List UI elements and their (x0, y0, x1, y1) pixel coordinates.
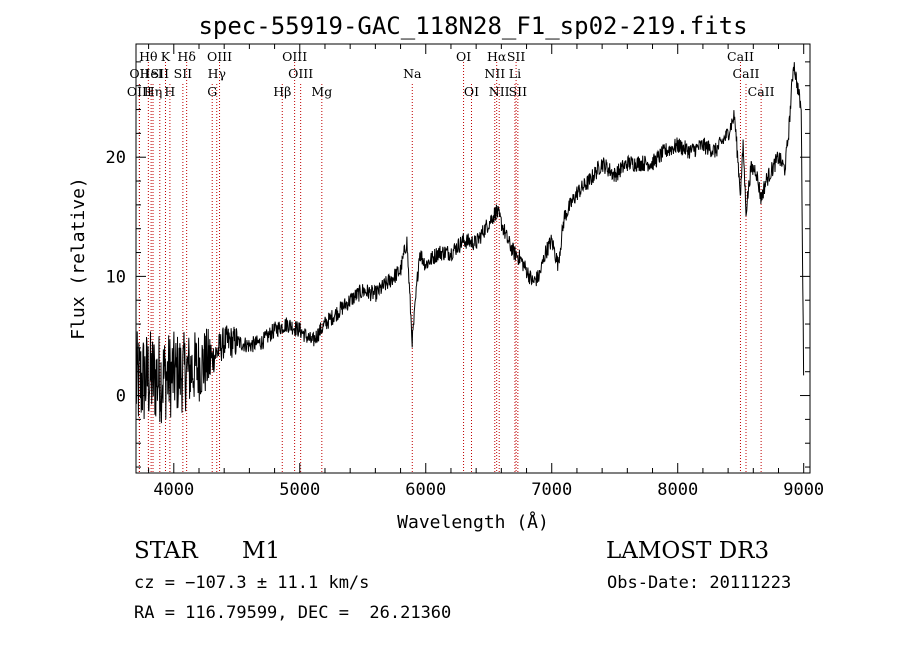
y-tick-label: 0 (116, 387, 126, 407)
spectral-line-label: OI (464, 84, 479, 99)
spectral-line-label: SII (507, 49, 526, 64)
spectral-line-label: Hδ (177, 49, 195, 64)
object-subclass: M1 (242, 538, 281, 564)
survey-name: LAMOST DR3 (606, 538, 770, 564)
plot-frame (135, 43, 811, 474)
x-tick-label: 7000 (531, 480, 572, 500)
spectral-line-label: OIII (207, 49, 232, 64)
x-tick-label: 9000 (783, 480, 824, 500)
spectral-line-label: OIII (127, 84, 152, 99)
spectral-line-label: OII (129, 66, 149, 81)
spectrum-line (135, 62, 805, 424)
y-tick-label: 10 (106, 267, 126, 287)
y-tick-label: 20 (106, 148, 126, 168)
spectral-line-label: OIII (282, 49, 307, 64)
chart-title: spec-55919-GAC_118N28_F1_sp02-219.fits (198, 12, 747, 40)
x-axis-label: Wavelength (Å) (397, 511, 549, 533)
x-tick-label: 4000 (153, 480, 194, 500)
spectral-line-label: K (161, 49, 171, 64)
x-tick-label: 8000 (657, 480, 698, 500)
x-tick-label: 6000 (405, 480, 446, 500)
coordinates: RA = 116.79599, DEC = 26.21360 (134, 603, 452, 623)
observation-date: Obs-Date: 20111223 (607, 573, 792, 593)
spectral-line-label: Na (403, 66, 422, 81)
spectral-line-label: SII (509, 84, 528, 99)
spectral-line-label: G (207, 84, 217, 99)
spectral-line-label: Li (509, 66, 521, 81)
spectral-line-label: Mg (311, 84, 332, 99)
spectral-line-label: NII (484, 66, 505, 81)
object-class: STAR (134, 538, 198, 564)
spectral-line-label: OI (456, 49, 471, 64)
spectral-line-label: OIII (288, 66, 313, 81)
spectral-line-label: Hα (487, 49, 507, 64)
spectral-line-label: Hβ (273, 84, 291, 99)
redshift-velocity: cz = −107.3 ± 11.1 km/s (134, 573, 370, 593)
spectral-line-label: NII (489, 84, 510, 99)
spectral-line-label: HeI (139, 66, 162, 81)
spectral-line-label: Hη (144, 84, 162, 99)
spectral-line-label: Hθ (139, 49, 157, 64)
x-tick-label: 5000 (279, 480, 320, 500)
spectral-line-label: CaII (733, 66, 760, 81)
spectral-line-label: SII (174, 66, 193, 81)
spectral-line-label: CaII (727, 49, 754, 64)
spectral-line-label: CaII (748, 84, 775, 99)
spectral-line-label: SII (151, 66, 170, 81)
spectral-line-label: Hγ (208, 66, 226, 81)
spectral-line-label: H (164, 84, 175, 99)
y-axis-label: Flux (relative) (68, 177, 89, 340)
